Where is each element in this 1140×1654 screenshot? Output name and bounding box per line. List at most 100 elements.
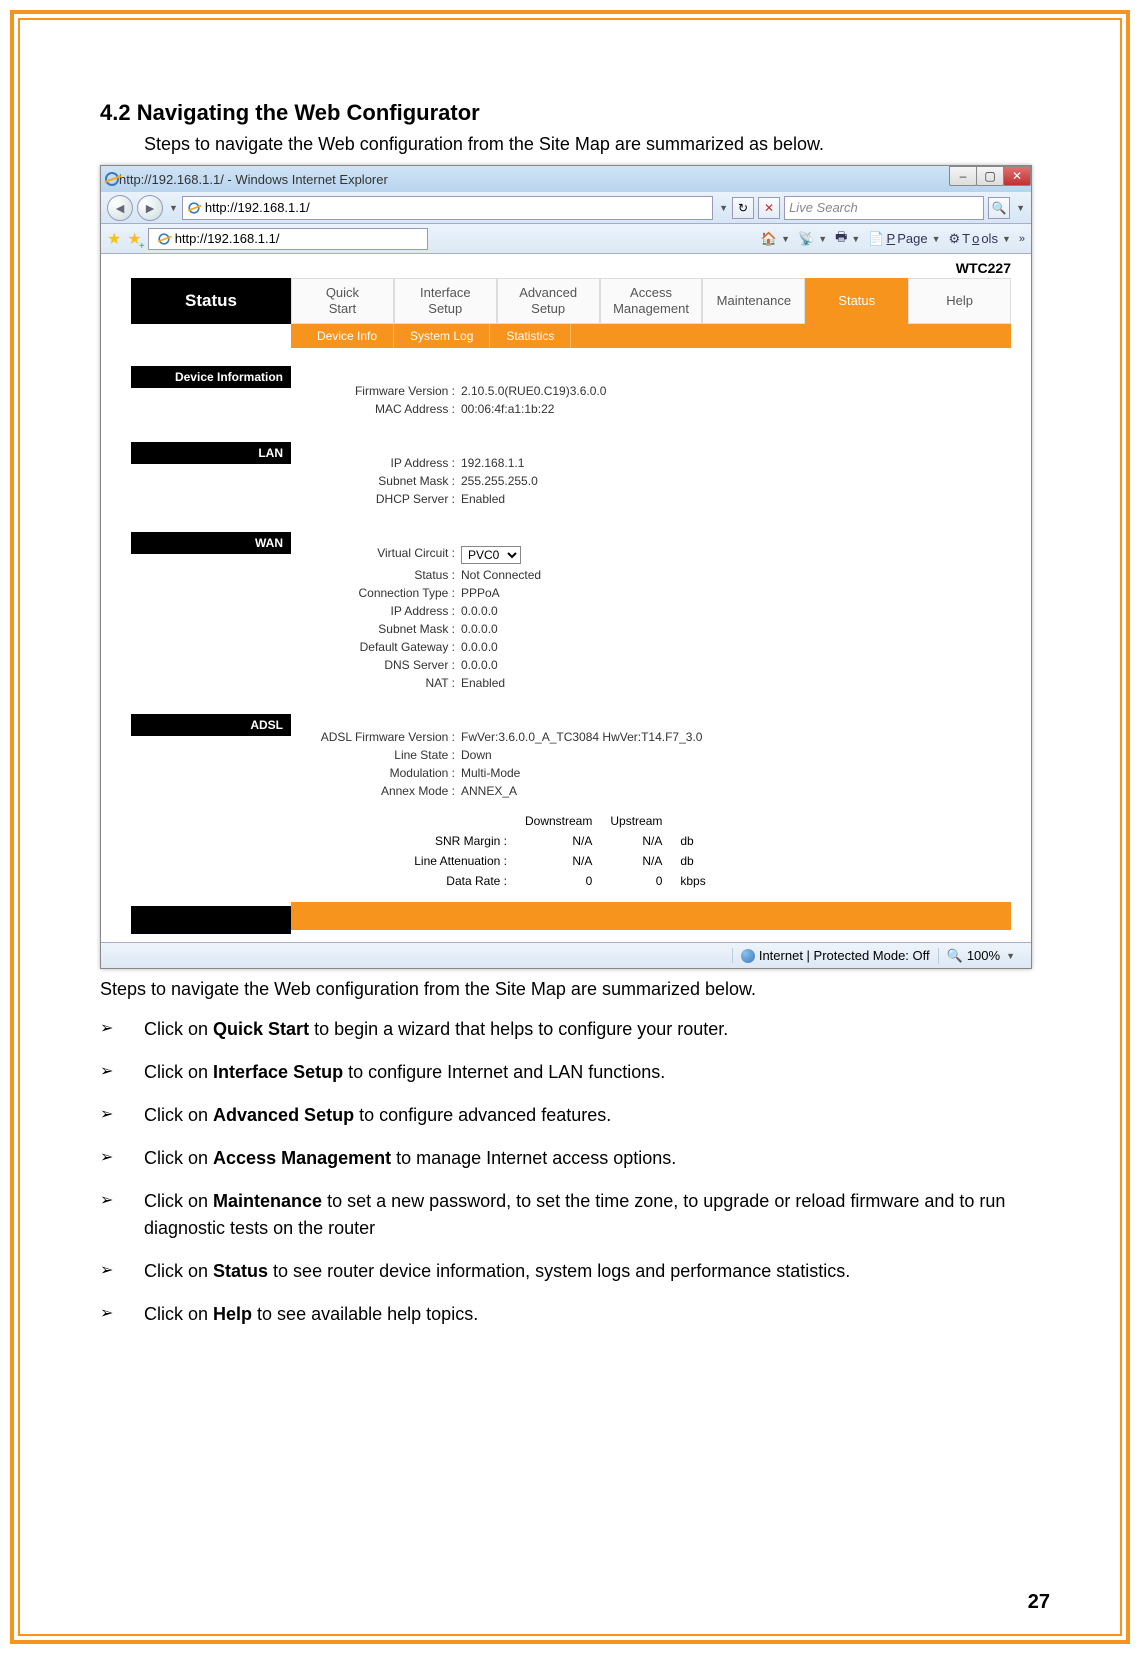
window-titlebar: http://192.168.1.1/ - Windows Internet E…: [101, 166, 1031, 192]
status-mode: Internet | Protected Mode: Off: [759, 948, 930, 963]
address-bar[interactable]: http://192.168.1.1/: [182, 196, 713, 220]
wan-status-value: Not Connected: [461, 568, 541, 582]
status-heading: Status: [131, 278, 291, 324]
zoom-control[interactable]: 🔍 100% ▼: [938, 948, 1023, 964]
search-button[interactable]: 🔍: [988, 197, 1010, 219]
stop-button[interactable]: ✕: [758, 197, 780, 219]
wan-nat-value: Enabled: [461, 676, 505, 690]
bullet-arrow-icon: ➢: [100, 1301, 144, 1328]
table-row: Line Attenuation :N/AN/Adb: [403, 852, 722, 870]
lan-ip-label: IP Address :: [301, 456, 461, 470]
wan-block: Virtual Circuit :PVC0 Status :Not Connec…: [291, 534, 1011, 702]
globe-icon: [741, 949, 755, 963]
address-dropdown-icon[interactable]: ▼: [719, 203, 728, 213]
bottom-orange-bar: [291, 902, 1011, 930]
close-button[interactable]: ✕: [1003, 166, 1031, 186]
browser-statusbar: Internet | Protected Mode: Off 🔍 100% ▼: [101, 942, 1031, 968]
chevron-button[interactable]: »: [1019, 233, 1025, 245]
tab-title: http://192.168.1.1/: [175, 231, 280, 246]
subnav-system-log[interactable]: System Log: [394, 324, 490, 348]
search-dropdown-icon[interactable]: ▼: [1016, 203, 1025, 213]
favorites-star-icon[interactable]: ★: [107, 229, 121, 249]
back-button[interactable]: ◄: [107, 195, 133, 221]
wan-nat-label: NAT :: [301, 676, 461, 690]
lan-mask-label: Subnet Mask :: [301, 474, 461, 488]
search-box[interactable]: Live Search: [784, 196, 984, 220]
topnav-advanced-setup[interactable]: AdvancedSetup: [497, 278, 600, 324]
col-downstream: Downstream: [525, 812, 608, 830]
bullet-arrow-icon: ➢: [100, 1145, 144, 1172]
topnav-maintenance[interactable]: Maintenance: [702, 278, 805, 324]
zoom-dropdown-icon[interactable]: ▼: [1006, 951, 1015, 961]
adsl-mod-value: Multi-Mode: [461, 766, 520, 780]
topnav-access-management[interactable]: AccessManagement: [600, 278, 703, 324]
table-row: SNR Margin :N/AN/Adb: [403, 832, 722, 850]
wan-status-label: Status :: [301, 568, 461, 582]
forward-button[interactable]: ►: [137, 195, 163, 221]
wan-ip-label: IP Address :: [301, 604, 461, 618]
address-text: http://192.168.1.1/: [205, 200, 310, 215]
virtual-circuit-select[interactable]: PVC0: [461, 546, 521, 564]
subnav-device-info[interactable]: Device Info: [301, 324, 394, 348]
wan-gw-label: Default Gateway :: [301, 640, 461, 654]
adsl-ls-label: Line State :: [301, 748, 461, 762]
adsl-fw-label: ADSL Firmware Version :: [301, 730, 461, 744]
tab-icon: [158, 233, 169, 244]
page-menu[interactable]: 📄 PPage▼: [868, 231, 940, 247]
top-nav: QuickStartInterfaceSetupAdvancedSetupAcc…: [291, 278, 1011, 324]
browser-tab[interactable]: http://192.168.1.1/: [148, 228, 428, 250]
bullet-arrow-icon: ➢: [100, 1016, 144, 1043]
wan-ip-value: 0.0.0.0: [461, 604, 498, 618]
page-icon: [188, 202, 199, 213]
bottom-black-bar: [131, 906, 291, 934]
main-content: QuickStartInterfaceSetupAdvancedSetupAcc…: [291, 278, 1011, 902]
bullet-arrow-icon: ➢: [100, 1059, 144, 1086]
list-item: ➢Click on Maintenance to set a new passw…: [100, 1188, 1040, 1242]
subnav-statistics[interactable]: Statistics: [490, 324, 571, 348]
adsl-block: ADSL Firmware Version :FwVer:3.6.0.0_A_T…: [291, 718, 1011, 902]
page-viewport: WTC227 Status Device Information LAN WAN…: [101, 254, 1031, 942]
lan-mask-value: 255.255.255.0: [461, 474, 538, 488]
router-layout: Status Device Information LAN WAN ADSL Q…: [101, 278, 1031, 902]
topnav-help[interactable]: Help: [908, 278, 1011, 324]
intro-text: Steps to navigate the Web configuration …: [144, 134, 1040, 155]
table-row: Data Rate :00kbps: [403, 872, 722, 890]
refresh-button[interactable]: ↻: [732, 197, 754, 219]
topnav-quick-start[interactable]: QuickStart: [291, 278, 394, 324]
adsl-ls-value: Down: [461, 748, 492, 762]
page-content: 4.2 Navigating the Web Configurator Step…: [100, 100, 1040, 1584]
adsl-stats-table: DownstreamUpstream SNR Margin :N/AN/Adb L…: [401, 810, 724, 892]
lan-dhcp-value: Enabled: [461, 492, 505, 506]
feeds-button[interactable]: 📡▼: [798, 231, 827, 247]
tools-menu[interactable]: ⚙ Tools▼: [948, 231, 1010, 247]
topnav-interface-setup[interactable]: InterfaceSetup: [394, 278, 497, 324]
section-label-wan: WAN: [131, 532, 291, 554]
add-favorite-icon[interactable]: ★+: [127, 229, 141, 249]
window-controls: – ▢ ✕: [950, 166, 1031, 186]
mac-value: 00:06:4f:a1:1b:22: [461, 402, 554, 416]
print-button[interactable]: 🖶▼: [835, 228, 860, 250]
minimize-button[interactable]: –: [949, 166, 977, 186]
history-dropdown-icon[interactable]: ▼: [169, 203, 178, 213]
bottom-bars: [101, 902, 1031, 934]
favorites-bar: ★ ★+ http://192.168.1.1/ 🏠▼ 📡▼ 🖶▼ 📄 PPag…: [101, 224, 1031, 254]
list-item: ➢Click on Help to see available help top…: [100, 1301, 1040, 1328]
window-title: http://192.168.1.1/ - Windows Internet E…: [119, 172, 388, 187]
home-button[interactable]: 🏠▼: [761, 231, 790, 247]
page-number: 27: [1028, 1591, 1050, 1614]
zoom-value: 100%: [967, 948, 1000, 963]
maximize-button[interactable]: ▢: [976, 166, 1004, 186]
browser-window: http://192.168.1.1/ - Windows Internet E…: [100, 165, 1032, 969]
mac-label: MAC Address :: [301, 402, 461, 416]
section-label-lan: LAN: [131, 442, 291, 464]
wan-ct-label: Connection Type :: [301, 586, 461, 600]
adsl-fw-value: FwVer:3.6.0.0_A_TC3084 HwVer:T14.F7_3.0: [461, 730, 702, 744]
bullet-arrow-icon: ➢: [100, 1258, 144, 1285]
col-upstream: Upstream: [610, 812, 678, 830]
wan-gw-value: 0.0.0.0: [461, 640, 498, 654]
list-item: ➢Click on Interface Setup to configure I…: [100, 1059, 1040, 1086]
wan-ct-value: PPPoA: [461, 586, 500, 600]
nav-bar: ◄ ► ▼ http://192.168.1.1/ ▼ ↻ ✕ Live Sea…: [101, 192, 1031, 224]
topnav-status[interactable]: Status: [805, 278, 908, 324]
ie-icon: [105, 172, 119, 186]
